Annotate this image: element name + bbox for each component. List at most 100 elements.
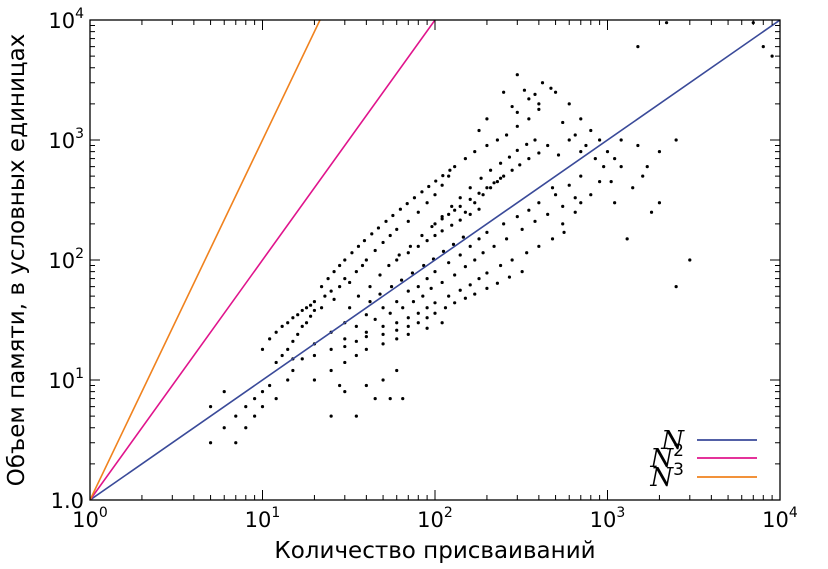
- scatter-point: [425, 316, 429, 320]
- scatter-point: [502, 174, 506, 178]
- scatter-point: [427, 184, 431, 189]
- scatter-point: [395, 300, 399, 304]
- scatter-point: [268, 337, 272, 341]
- scatter-point: [492, 244, 496, 248]
- scatter-point: [537, 102, 541, 106]
- scatter-point: [561, 204, 565, 208]
- scatter-point: [430, 224, 434, 229]
- scatter-point: [434, 179, 438, 183]
- scatter-point: [381, 240, 385, 245]
- scatter-point: [485, 143, 489, 148]
- scatter-point: [356, 244, 361, 248]
- scatter-point: [343, 344, 347, 349]
- scatter-point: [381, 332, 385, 336]
- scatter-point: [468, 186, 472, 190]
- scatter-point: [406, 251, 410, 255]
- scatter-point: [291, 368, 295, 373]
- scatter-point: [561, 120, 565, 125]
- scatter-point: [463, 296, 467, 300]
- scatter-point: [498, 176, 503, 180]
- scatter-point: [537, 244, 541, 248]
- scatter-point: [453, 273, 457, 277]
- scatter-point: [485, 230, 489, 234]
- scatter-point: [395, 258, 399, 262]
- scatter-point: [364, 334, 368, 339]
- scatter-point: [451, 242, 456, 246]
- scatter-point: [625, 237, 629, 241]
- scatter-point: [433, 233, 437, 238]
- scatter-point: [395, 227, 399, 231]
- scatter-point: [304, 321, 309, 325]
- scatter-point: [338, 285, 342, 289]
- scatter-point: [378, 273, 382, 277]
- scatter-point: [447, 174, 451, 178]
- scatter-point: [343, 258, 347, 262]
- scatter-point: [537, 201, 541, 205]
- scatter-point: [477, 207, 481, 211]
- scatter-point: [550, 186, 555, 190]
- scatter-point: [433, 222, 437, 226]
- scatter-point: [515, 124, 519, 128]
- scatter-point: [362, 239, 367, 243]
- scatter-point: [405, 202, 409, 206]
- scatter-point: [384, 219, 388, 223]
- y-tick-label: 1.0: [51, 489, 84, 513]
- scatter-point: [468, 244, 472, 248]
- scatter-point: [338, 383, 342, 388]
- scatter-point: [473, 292, 477, 296]
- scatter-point: [360, 263, 365, 268]
- scatter-point: [319, 306, 324, 310]
- scatter-point: [364, 258, 368, 262]
- scatter-point: [495, 138, 499, 142]
- scatter-point: [268, 383, 272, 388]
- scatter-point: [406, 324, 410, 328]
- scatter-point: [477, 276, 481, 281]
- scatter-point: [332, 270, 336, 274]
- scatter-point: [450, 223, 454, 227]
- scatter-point: [502, 222, 506, 226]
- scatter-point: [348, 280, 352, 285]
- scatter-point: [498, 161, 503, 165]
- scatter-point: [399, 278, 404, 282]
- scatter-point: [296, 313, 300, 317]
- scatter-point: [674, 285, 678, 289]
- scatter-point: [395, 328, 399, 332]
- scatter-point: [485, 117, 489, 121]
- scatter-point: [411, 300, 416, 304]
- scatter-point: [343, 360, 347, 365]
- y-tick-label: 102: [48, 246, 84, 273]
- reference-lines: [90, 20, 780, 500]
- scatter-point: [641, 174, 645, 178]
- scatter-point: [343, 337, 347, 341]
- scatter-point: [312, 353, 317, 358]
- scatter-point: [567, 102, 571, 106]
- scatter-point: [389, 285, 394, 289]
- scatter-point: [485, 271, 489, 275]
- x-axis-title: Количество присваиваний: [274, 538, 595, 564]
- scatter-point: [527, 156, 531, 161]
- scatter-point: [410, 271, 415, 275]
- scatter-point: [507, 275, 512, 279]
- scatter-point: [492, 181, 496, 185]
- scatter-point: [504, 133, 509, 137]
- scatter-point: [387, 263, 391, 268]
- scatter-point: [502, 90, 506, 94]
- scatter-point: [495, 180, 499, 184]
- line-n3: [90, 20, 321, 500]
- x-tick-label: 101: [245, 505, 281, 532]
- scatter-point: [406, 219, 410, 223]
- legend-label-n3: N3: [649, 460, 684, 493]
- scatter-point: [433, 193, 437, 197]
- scatter-point: [458, 253, 462, 257]
- scatter-point: [525, 142, 529, 146]
- scatter-point: [326, 276, 330, 281]
- scatter-point: [378, 292, 382, 296]
- scatter-point: [473, 258, 477, 262]
- scatter-point: [253, 414, 257, 418]
- scatter-point: [674, 138, 678, 142]
- scatter-point: [354, 324, 358, 328]
- scatter-point: [495, 281, 499, 285]
- scatter-point: [461, 235, 465, 239]
- y-axis-title: Объем памяти, в условных единицах: [4, 34, 30, 487]
- scatter-point: [567, 138, 571, 142]
